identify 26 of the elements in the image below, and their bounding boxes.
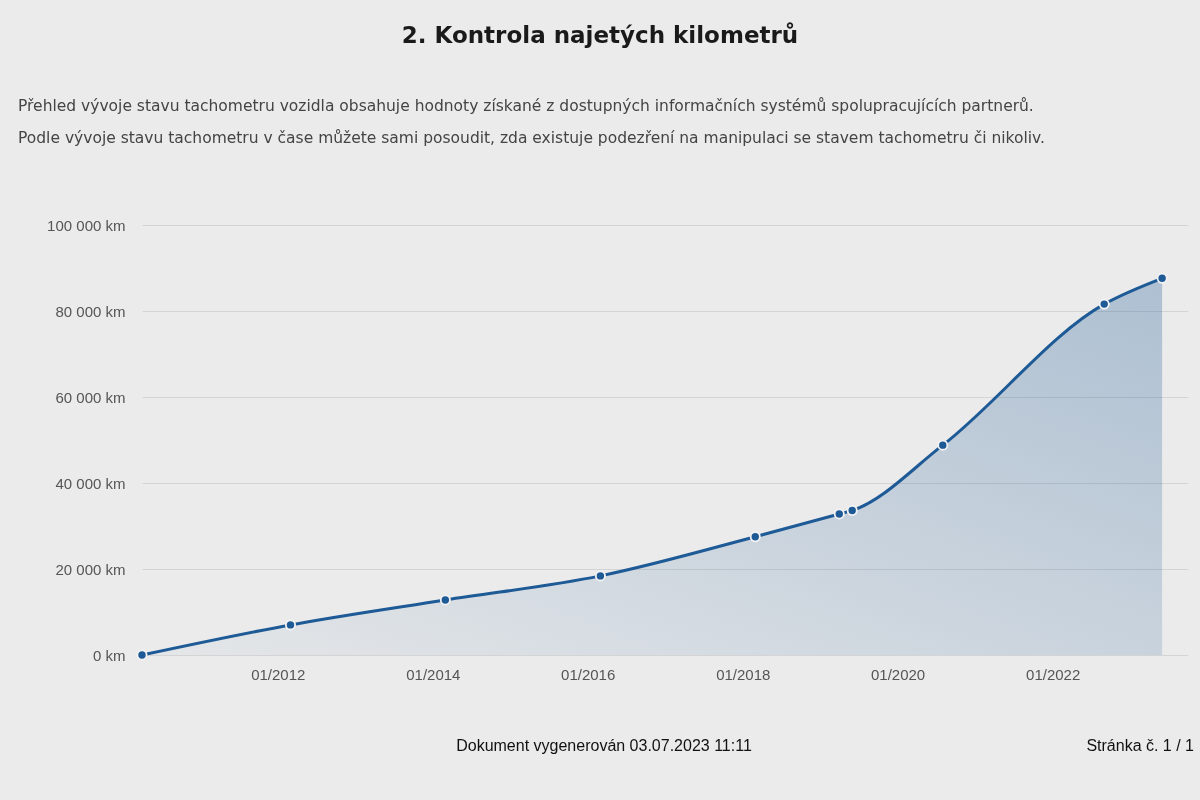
text: Stránka č. 1 / 1	[1086, 737, 1194, 755]
y-tick-label: 80 000 km	[55, 302, 126, 320]
x-tick-label: 01/2022	[1026, 665, 1081, 683]
point	[749, 531, 761, 543]
point	[284, 619, 296, 631]
y-tick-label: 100 000 km	[47, 216, 126, 234]
text: Dokument vygenerován 03.07.2023 11:11	[456, 737, 752, 754]
y-tick-label: 40 000 km	[55, 474, 126, 492]
y-tick-label: 60 000 km	[55, 388, 126, 406]
y-tick-label: 20 000 km	[55, 560, 126, 578]
x-tick-label: 01/2020	[870, 665, 926, 683]
point	[1156, 272, 1168, 284]
point	[594, 570, 606, 582]
point	[937, 439, 949, 451]
x-tick-label: 01/2018	[716, 665, 771, 683]
x-tick-label: 01/2012	[251, 665, 306, 683]
chart-title: 2. Kontrola najetých kilometrů	[400, 22, 800, 48]
chart-subtitle: Přehled vývoje stavu tachometru vozidla obsahuje hodnoty získané z dostupných informačních systémů spolupracujících partnerů. Podle vývoje stavu tachometru v čase můžete sami posoudit, zda existuje podezření na manipulaci se stavem tachometru či nikoliv.	[18, 96, 1046, 149]
point	[846, 505, 858, 517]
x-tick-label: 01/2014	[406, 665, 461, 683]
point	[439, 594, 451, 606]
point	[833, 508, 845, 520]
point	[136, 649, 148, 661]
point	[1098, 298, 1110, 310]
y-tick-label: 0 km	[92, 646, 126, 664]
x-tick-label: 01/2016	[561, 665, 616, 683]
